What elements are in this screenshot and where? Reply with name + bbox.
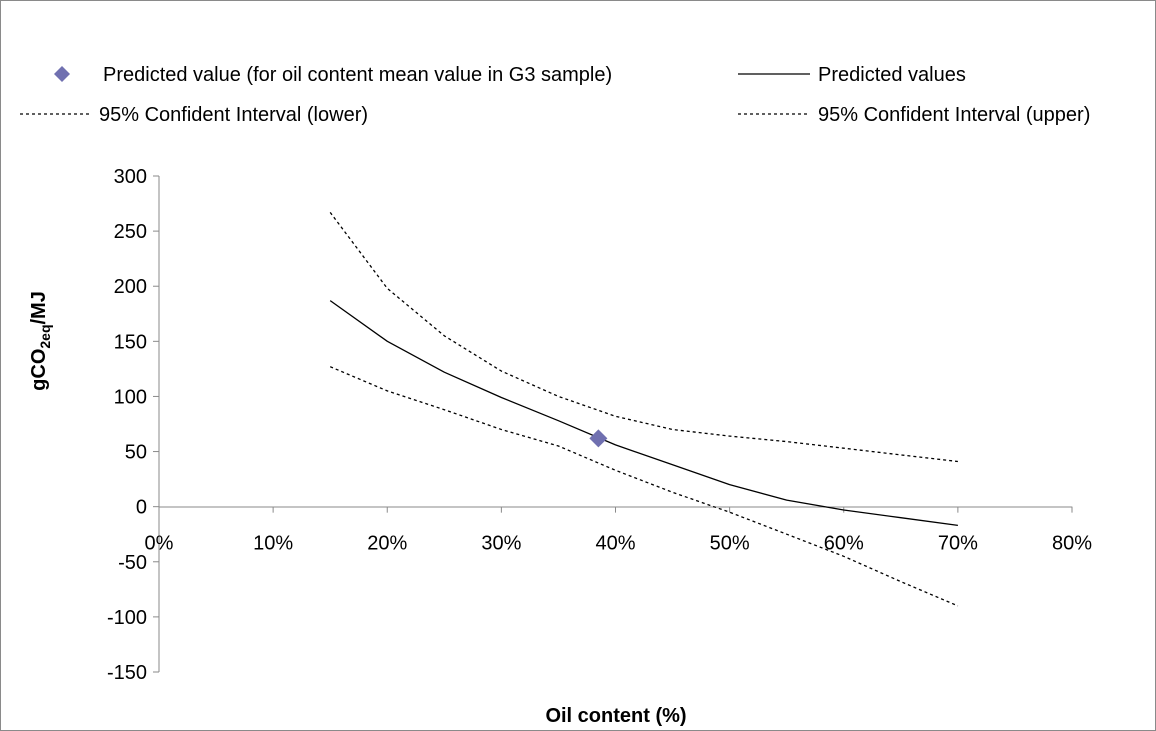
x-tick-label: 60%	[824, 533, 864, 555]
x-tick-label: 0%	[145, 533, 174, 555]
legend-diamond-marker	[54, 66, 70, 82]
x-tick-label: 20%	[367, 533, 407, 555]
predicted-value-marker	[589, 429, 608, 448]
y-tick-label: 50	[125, 442, 147, 464]
y-axis-title: gCO2eq/MJ	[28, 291, 53, 391]
legend-label-predicted-value: Predicted value (for oil content mean va…	[103, 64, 612, 86]
x-tick-label: 80%	[1052, 533, 1092, 555]
predicted-values-line	[329, 300, 958, 527]
ci-upper-line	[329, 212, 958, 463]
y-axis-title-tail: /MJ	[28, 291, 50, 324]
y-tick-label: 100	[114, 386, 147, 408]
y-tick-label: 150	[114, 331, 147, 353]
legend-label-ci-upper: 95% Confident Interval (upper)	[818, 104, 1090, 126]
y-tick-label: -100	[107, 607, 147, 629]
legend-label-ci-lower: 95% Confident Interval (lower)	[99, 104, 368, 126]
series-layer	[329, 212, 959, 607]
y-tick-label: 250	[114, 221, 147, 243]
y-ticks: 300 250 200 150 100 50 0 -50 -100 -150	[107, 166, 159, 684]
legend: Predicted value (for oil content mean va…	[20, 64, 1090, 126]
y-tick-label: -150	[107, 662, 147, 684]
y-tick-label: 300	[114, 166, 147, 188]
x-tick-label: 70%	[938, 533, 978, 555]
y-tick-label: -50	[118, 552, 147, 574]
x-ticks: 0% 10% 20% 30% 40% 50% 60% 70% 80%	[145, 506, 1092, 555]
x-tick-label: 10%	[253, 533, 293, 555]
y-tick-label: 200	[114, 276, 147, 298]
ci-lower-line	[329, 366, 959, 607]
y-tick-label: 0	[136, 497, 147, 519]
y-axis-title-main: gCO	[28, 349, 50, 391]
x-tick-label: 30%	[481, 533, 521, 555]
x-tick-label: 40%	[595, 533, 635, 555]
x-axis-title: Oil content (%)	[545, 705, 686, 727]
y-axis-title-subscript: 2eq	[37, 325, 53, 349]
legend-label-predicted-values: Predicted values	[818, 64, 966, 86]
x-tick-label: 50%	[710, 533, 750, 555]
